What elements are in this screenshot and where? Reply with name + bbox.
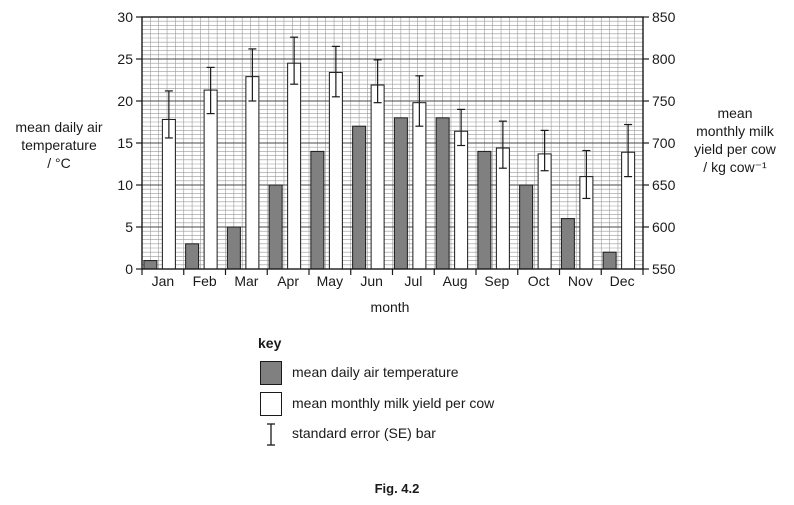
right-axis-label-line-2: monthly milk xyxy=(696,123,774,139)
temperature-bar xyxy=(519,184,534,270)
right-tick-label: 550 xyxy=(652,261,676,277)
left-tick-label: 30 xyxy=(117,9,133,25)
x-tick-label: Oct xyxy=(528,273,550,289)
temperature-bar xyxy=(352,125,367,270)
left-axis-label: mean daily air temperature / °C xyxy=(0,118,118,172)
error-bars xyxy=(164,36,633,200)
right-axis-label-line-4: / kg cow⁻¹ xyxy=(703,159,767,175)
milk-yield-bar xyxy=(287,62,302,270)
right-axis-label-line-1: mean xyxy=(717,105,753,121)
temperature-bar xyxy=(226,226,241,270)
right-tick-label: 800 xyxy=(652,51,676,67)
x-tick-label: Jun xyxy=(360,273,383,289)
temperature-bar xyxy=(393,117,408,270)
milk-yield-bar xyxy=(203,89,218,270)
milk-yield-bars xyxy=(161,62,636,270)
milk-yield-bar xyxy=(245,76,260,270)
x-tick-label: Nov xyxy=(568,273,593,289)
right-axis-label-line-3: yield per cow xyxy=(694,141,776,157)
se-bar-key-icon xyxy=(267,423,275,446)
milk-yield-bar xyxy=(412,102,427,270)
x-tick-label: Sep xyxy=(484,273,509,289)
temperature-bar xyxy=(602,251,617,270)
temperature-bar xyxy=(143,260,158,270)
left-tick-labels: 0 5 10 15 20 25 30 xyxy=(117,9,133,277)
key-label-se-bar: standard error (SE) bar xyxy=(292,425,436,441)
temperature-bar xyxy=(268,184,283,270)
key-swatch-milk-yield xyxy=(260,392,282,416)
x-tick-label: Dec xyxy=(610,273,635,289)
x-tick-label: Jan xyxy=(152,273,175,289)
x-tick-label: Aug xyxy=(443,273,468,289)
left-axis-label-line-2: temperature xyxy=(21,137,97,153)
temperature-bar xyxy=(310,150,325,270)
right-tick-label: 650 xyxy=(652,177,676,193)
figure-caption: Fig. 4.2 xyxy=(374,481,420,496)
right-tick-labels: 550 600 650 700 750 800 850 xyxy=(652,9,676,277)
milk-yield-bar xyxy=(328,71,343,270)
right-tick-label: 850 xyxy=(652,9,676,25)
temperature-bar xyxy=(560,218,575,270)
milk-yield-bar xyxy=(454,130,469,270)
temperature-bar xyxy=(185,243,200,270)
x-tick-labels: Jan Feb Mar Apr May Jun Jul Aug Sep Oct Nov Dec xyxy=(152,273,635,289)
key-label-temperature: mean daily air temperature xyxy=(292,364,459,380)
left-tick-label: 5 xyxy=(125,219,133,235)
right-tick-label: 750 xyxy=(652,93,676,109)
key-swatch-temperature xyxy=(260,361,282,385)
x-tick-label: May xyxy=(317,273,343,289)
x-tick-label: Feb xyxy=(193,273,217,289)
milk-yield-bar xyxy=(161,118,176,270)
x-tick-label: Jul xyxy=(404,273,422,289)
left-tick-label: 20 xyxy=(117,93,133,109)
x-tick-label: Apr xyxy=(277,273,299,289)
temperature-bar xyxy=(477,150,492,270)
milk-yield-bar xyxy=(370,84,385,270)
left-tick-label: 25 xyxy=(117,51,133,67)
left-tick-label: 0 xyxy=(125,261,133,277)
x-axis-label: month xyxy=(370,299,410,315)
x-tick-label: Mar xyxy=(234,273,258,289)
right-tick-label: 700 xyxy=(652,135,676,151)
key-label-milk-yield: mean monthly milk yield per cow xyxy=(292,395,495,411)
left-axis-label-line-3: / °C xyxy=(47,155,71,171)
left-axis-label-line-1: mean daily air xyxy=(15,119,103,135)
right-axis-label: mean monthly milk yield per cow / kg cow… xyxy=(676,104,794,176)
temperature-bar xyxy=(435,117,450,270)
left-tick-label: 15 xyxy=(117,135,133,151)
right-tick-label: 600 xyxy=(652,219,676,235)
left-tick-label: 10 xyxy=(117,177,133,193)
axes xyxy=(136,16,649,275)
key-title: key xyxy=(258,335,282,351)
